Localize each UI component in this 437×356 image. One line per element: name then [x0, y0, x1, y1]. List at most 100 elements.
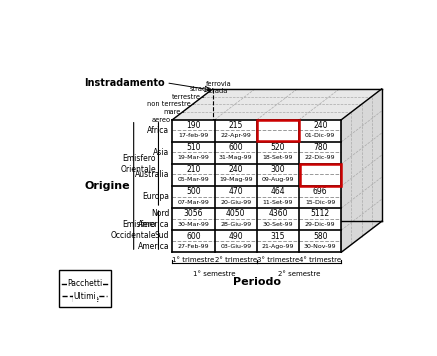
- Text: 29-Dic-99: 29-Dic-99: [305, 222, 336, 227]
- Bar: [173, 164, 215, 186]
- Text: 210: 210: [186, 165, 201, 174]
- Bar: [257, 164, 299, 186]
- Text: 464: 464: [271, 187, 285, 197]
- Text: 30-Mar-99: 30-Mar-99: [177, 222, 209, 227]
- Text: 600: 600: [229, 143, 243, 152]
- Bar: [215, 142, 257, 164]
- Text: Emisfero
Orientale: Emisfero Orientale: [121, 154, 156, 174]
- Text: Pacchetti: Pacchetti: [67, 279, 102, 288]
- Text: 30-Set-99: 30-Set-99: [263, 222, 293, 227]
- Bar: [59, 270, 111, 307]
- Text: 05-Mar-99: 05-Mar-99: [178, 178, 209, 183]
- Bar: [173, 120, 215, 142]
- Text: 1° semestre: 1° semestre: [194, 271, 236, 277]
- Bar: [215, 120, 257, 142]
- Text: 3056: 3056: [184, 209, 203, 219]
- Text: 27-Feb-99: 27-Feb-99: [178, 244, 209, 249]
- Text: 696: 696: [313, 187, 328, 197]
- Text: 5112: 5112: [311, 209, 330, 219]
- Text: 300: 300: [271, 165, 285, 174]
- Text: 580: 580: [313, 231, 327, 241]
- Bar: [215, 230, 257, 252]
- Text: 240: 240: [313, 121, 327, 130]
- Text: 4° trimestre: 4° trimestre: [299, 257, 341, 263]
- Text: Australia: Australia: [135, 171, 169, 179]
- Text: 3° trimestre: 3° trimestre: [257, 257, 299, 263]
- Text: Origine: Origine: [85, 181, 131, 191]
- Text: 4360: 4360: [268, 209, 288, 219]
- Text: 07-Mar-99: 07-Mar-99: [177, 200, 209, 205]
- Text: 215: 215: [229, 121, 243, 130]
- Text: Emisfero
Occidentale: Emisfero Occidentale: [111, 220, 156, 240]
- Text: Africa: Africa: [147, 126, 169, 135]
- Text: 190: 190: [186, 121, 201, 130]
- Bar: [173, 208, 215, 230]
- Bar: [173, 186, 215, 208]
- Text: 470: 470: [229, 187, 243, 197]
- Text: 15-Dic-99: 15-Dic-99: [305, 200, 336, 205]
- Text: 18-Set-99: 18-Set-99: [263, 156, 293, 161]
- Bar: [299, 186, 341, 208]
- Text: 03-Giu-99: 03-Giu-99: [220, 244, 251, 249]
- Text: 11-Set-99: 11-Set-99: [263, 200, 293, 205]
- Text: 520: 520: [271, 143, 285, 152]
- Polygon shape: [341, 89, 382, 252]
- Bar: [215, 164, 257, 186]
- Text: 01-Dic-99: 01-Dic-99: [305, 134, 336, 138]
- Text: ferrovia: ferrovia: [206, 80, 232, 87]
- Text: Sud
America: Sud America: [138, 231, 169, 251]
- Text: Misure: Misure: [71, 295, 99, 304]
- Text: aereo: aereo: [152, 117, 171, 123]
- Text: 315: 315: [271, 231, 285, 241]
- Bar: [257, 142, 299, 164]
- Bar: [215, 186, 257, 208]
- Text: 21-Ago-99: 21-Ago-99: [262, 244, 294, 249]
- Bar: [173, 230, 215, 252]
- Bar: [257, 120, 299, 142]
- Text: 1° trimestre: 1° trimestre: [173, 257, 215, 263]
- Text: mare: mare: [163, 109, 181, 115]
- Bar: [215, 208, 257, 230]
- Text: 510: 510: [186, 143, 201, 152]
- Text: Nord
America: Nord America: [138, 209, 169, 229]
- Text: 2° trimestre: 2° trimestre: [215, 257, 257, 263]
- Text: 20-Giu-99: 20-Giu-99: [220, 200, 251, 205]
- Bar: [257, 186, 299, 208]
- Text: 240: 240: [229, 165, 243, 174]
- Bar: [173, 142, 215, 164]
- Text: 2° semestre: 2° semestre: [278, 271, 320, 277]
- Text: 500: 500: [186, 187, 201, 197]
- Bar: [257, 120, 299, 141]
- Text: 17-feb-99: 17-feb-99: [178, 134, 209, 138]
- Text: 19-Mag-99: 19-Mag-99: [219, 178, 253, 183]
- Text: 780: 780: [313, 143, 327, 152]
- Text: Asia: Asia: [153, 148, 169, 157]
- Text: 31-Mag-99: 31-Mag-99: [219, 156, 253, 161]
- Text: 22-Apr-99: 22-Apr-99: [220, 134, 251, 138]
- Text: 600: 600: [186, 231, 201, 241]
- Text: 09-Aug-99: 09-Aug-99: [262, 178, 294, 183]
- Text: 19-Mar-99: 19-Mar-99: [177, 156, 209, 161]
- Bar: [299, 230, 341, 252]
- Text: Periodo: Periodo: [233, 277, 281, 287]
- Bar: [299, 208, 341, 230]
- Text: Ultimi: Ultimi: [73, 292, 96, 301]
- Text: terrestre: terrestre: [172, 94, 201, 100]
- Text: strada: strada: [190, 86, 211, 92]
- Bar: [299, 164, 341, 186]
- Text: 28-Giu-99: 28-Giu-99: [220, 222, 251, 227]
- Bar: [257, 230, 299, 252]
- Text: strada: strada: [207, 88, 228, 94]
- Bar: [299, 120, 341, 142]
- Text: 30-Nov-99: 30-Nov-99: [304, 244, 336, 249]
- Bar: [299, 164, 341, 185]
- Text: 490: 490: [229, 231, 243, 241]
- Polygon shape: [173, 89, 382, 120]
- Bar: [299, 142, 341, 164]
- Bar: [257, 208, 299, 230]
- Text: Europa: Europa: [142, 193, 169, 201]
- Text: non terrestre: non terrestre: [147, 101, 191, 107]
- Text: 22-Dic-99: 22-Dic-99: [305, 156, 336, 161]
- Text: Instradamento: Instradamento: [84, 78, 165, 88]
- Text: 4050: 4050: [226, 209, 246, 219]
